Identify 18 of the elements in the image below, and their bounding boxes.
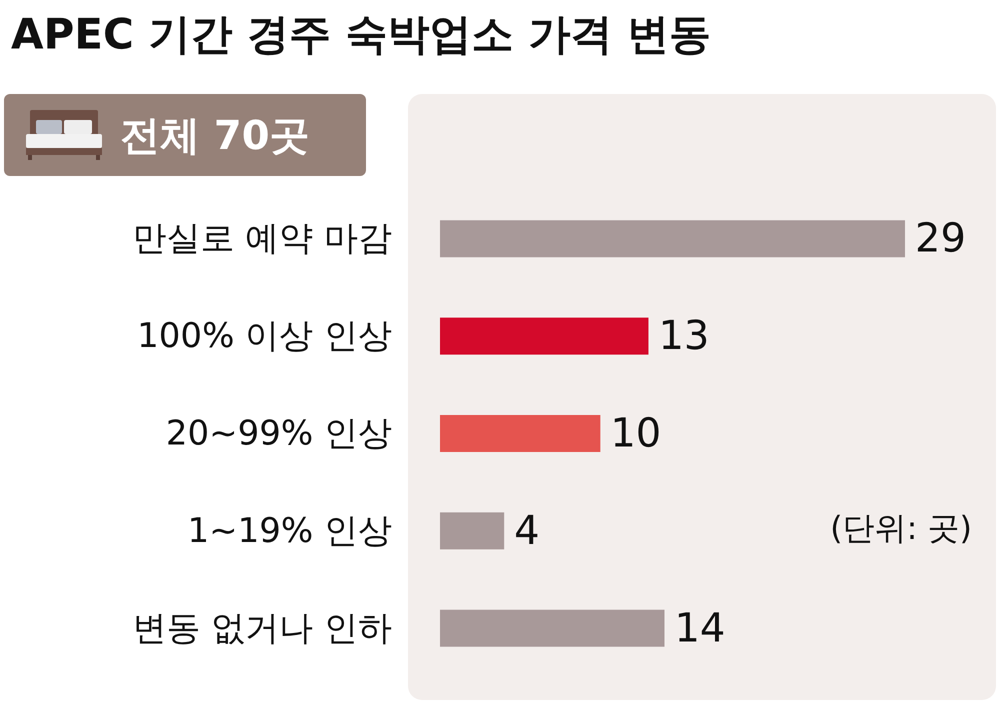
bar	[440, 414, 600, 452]
y-tick-label: 변동 없거나 인하	[132, 608, 392, 648]
y-tick-label: 20~99% 인상	[166, 414, 392, 454]
bar	[440, 220, 905, 258]
bar	[440, 512, 504, 550]
data-label: 29	[915, 216, 966, 262]
data-label: 13	[658, 313, 710, 360]
y-tick-label: 1~19% 인상	[188, 510, 392, 551]
data-label: 10	[610, 410, 662, 456]
bar	[440, 610, 664, 647]
y-tick-label: 100% 이상 인상	[137, 316, 392, 356]
bar	[440, 318, 648, 355]
annotation: (단위: 곳)	[830, 509, 972, 547]
chart-title: APEC 기간 경주 숙박업소 가격 변동	[11, 10, 711, 58]
data-label: 14	[674, 605, 726, 652]
data-label: 4	[514, 508, 540, 554]
text: 전체 70곳	[120, 112, 310, 160]
y-tick-label: 만실로 예약 마감	[132, 218, 392, 259]
